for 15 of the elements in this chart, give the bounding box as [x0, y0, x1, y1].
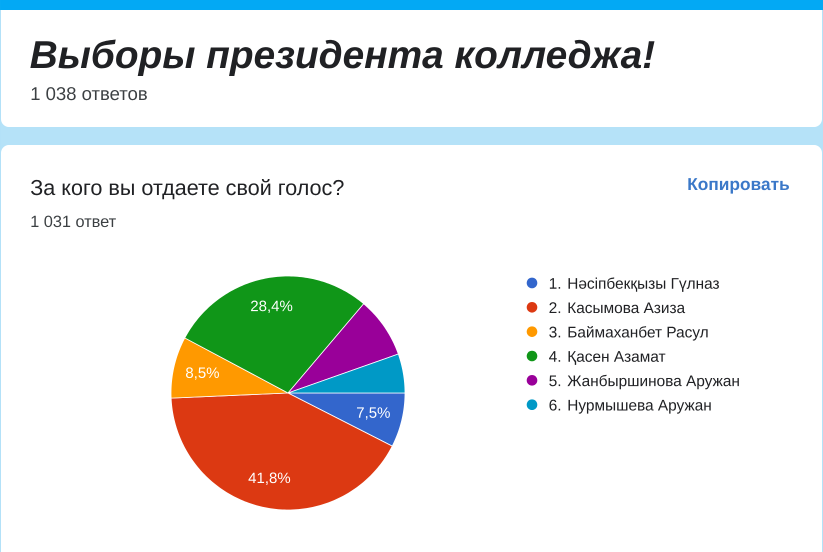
- data-label: 8,5%: [186, 367, 219, 380]
- chart-title: Выборы президента колледжа!: [30, 40, 654, 76]
- legend-label: 4. Қасен Азамат: [549, 351, 666, 365]
- data-label: 28,4%: [251, 300, 292, 313]
- text: За кого вы отдаете свой голос?: [30, 178, 344, 200]
- chart-subtitle: 1 038 ответов: [32, 87, 147, 100]
- data-label: 7,5%: [357, 407, 390, 420]
- legend-label: 1. Нәсіпбекқызы Гүлназ: [550, 277, 719, 292]
- text: Копировать: [688, 178, 789, 194]
- data-label: 41,8%: [248, 472, 290, 485]
- legend-label: 5. Жанбыршинова Аружан: [549, 374, 739, 390]
- legend-label: 3. Баймаханбет Расул: [549, 326, 708, 341]
- legend-label: 6. Нурмышева Аружан: [549, 400, 711, 414]
- legend-label: 2. Касымова Азиза: [549, 302, 686, 314]
- text: 1 031 ответ: [31, 216, 116, 228]
